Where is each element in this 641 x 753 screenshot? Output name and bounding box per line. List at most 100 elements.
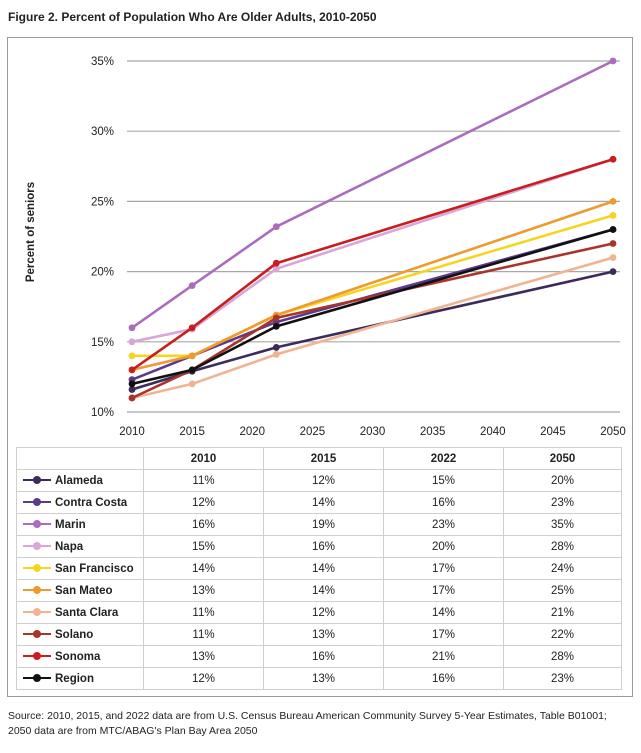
data-point <box>128 352 136 360</box>
table-row: Napa 15% 16% 20% 28% <box>16 535 622 558</box>
y-tick-label: 10% <box>91 407 114 419</box>
table-row: Sonoma 13% 16% 21% 28% <box>16 645 622 668</box>
table-row-label: Contra Costa <box>16 491 144 514</box>
table-cell: 11% <box>143 469 264 492</box>
y-tick-label: 25% <box>91 196 114 208</box>
x-tick-label: 2040 <box>480 426 506 438</box>
x-tick-label: 2030 <box>360 426 386 438</box>
series-line <box>130 270 615 391</box>
table-row: San Francisco 14% 14% 17% 24% <box>16 557 622 580</box>
table-cell: 15% <box>383 469 504 492</box>
legend-swatch <box>23 497 51 507</box>
series-line <box>130 158 615 344</box>
table-cell: 21% <box>503 601 622 624</box>
legend-swatch <box>23 541 51 551</box>
series-name: Napa <box>55 540 84 553</box>
data-point <box>272 259 280 267</box>
table-row: Santa Clara 11% 12% 14% 21% <box>16 601 622 624</box>
series-name: San Mateo <box>55 584 113 597</box>
table-cell: 23% <box>503 667 622 690</box>
data-point <box>188 324 196 332</box>
table-cell: 17% <box>383 557 504 580</box>
data-point <box>272 344 280 351</box>
x-tick-label: 2035 <box>420 426 446 438</box>
table-row-label: Napa <box>16 535 144 558</box>
series-name: San Francisco <box>55 562 134 575</box>
table-row-label: Alameda <box>16 469 144 492</box>
y-axis-ticks: 10% 15% 20% 25% 30% 35% <box>91 56 114 419</box>
x-tick-label: 2015 <box>179 426 205 438</box>
series-marin <box>128 57 617 332</box>
table-cell: 12% <box>143 491 264 514</box>
x-tick-label: 2045 <box>540 426 566 438</box>
x-axis-ticks: 2010 2015 2020 2025 2030 2035 2040 2045 2050 <box>119 426 626 438</box>
legend-swatch <box>23 651 51 661</box>
table-cell: 28% <box>503 645 622 668</box>
table-cell: 14% <box>143 557 264 580</box>
y-axis-label: Percent of seniors <box>25 181 37 283</box>
source-note: Source: 2010, 2015, and 2022 data are fr… <box>8 710 607 737</box>
series-line <box>130 200 615 372</box>
table-cell: 16% <box>263 645 384 668</box>
series-line <box>130 59 615 330</box>
series-name: Alameda <box>55 474 103 487</box>
column-header: 2022 <box>383 447 504 470</box>
data-point <box>272 223 280 231</box>
legend-swatch <box>23 475 51 485</box>
table-cell: 23% <box>503 491 622 514</box>
series-name: Sonoma <box>55 650 101 663</box>
table-cell: 19% <box>263 513 384 536</box>
table-cell: 22% <box>503 623 622 646</box>
table-cell: 14% <box>383 601 504 624</box>
data-point <box>609 268 617 275</box>
data-point <box>188 352 196 360</box>
table-cell: 13% <box>263 623 384 646</box>
data-point <box>609 212 617 219</box>
table-cell: 21% <box>383 645 504 668</box>
data-point <box>128 394 136 402</box>
data-point <box>188 380 196 388</box>
table-row-label: Sonoma <box>16 645 144 668</box>
data-point <box>128 338 136 346</box>
data-point <box>128 386 136 393</box>
series-name: Marin <box>55 518 86 531</box>
series-name: Solano <box>55 628 94 641</box>
series-lines <box>128 57 617 402</box>
series-name: Santa Clara <box>55 606 119 619</box>
table-cell: 15% <box>143 535 264 558</box>
legend-swatch <box>23 607 51 617</box>
series-line <box>130 256 615 400</box>
table-row: Solano 11% 13% 17% 22% <box>16 623 622 646</box>
table-header-row: 2010 2015 2022 2050 <box>16 447 622 470</box>
table-row-label: Region <box>16 667 144 690</box>
table-cell: 11% <box>143 623 264 646</box>
table-row: Region 12% 13% 16% 23% <box>16 667 622 690</box>
data-point <box>272 314 280 322</box>
x-tick-label: 2050 <box>600 426 626 438</box>
series-name: Contra Costa <box>55 496 128 509</box>
table-row-label: Marin <box>16 513 144 536</box>
column-header: 2050 <box>503 447 622 470</box>
series-solano <box>128 240 617 402</box>
table-row: Marin 16% 19% 23% 35% <box>16 513 622 536</box>
table-cell: 28% <box>503 535 622 558</box>
table-cell: 13% <box>263 667 384 690</box>
data-point <box>188 366 196 374</box>
table-cell: 24% <box>503 557 622 580</box>
data-point <box>128 380 136 388</box>
data-point <box>609 57 617 65</box>
table-cell: 35% <box>503 513 622 536</box>
table-cell: 14% <box>263 491 384 514</box>
y-tick-label: 35% <box>91 56 114 68</box>
legend-swatch <box>23 673 51 683</box>
series-sonoma <box>128 155 617 374</box>
table-cell: 16% <box>383 667 504 690</box>
series-santa-clara <box>128 254 617 402</box>
series-region <box>128 226 617 388</box>
data-point <box>272 351 280 358</box>
table-cell: 13% <box>143 579 264 602</box>
legend-swatch <box>23 585 51 595</box>
data-point <box>272 265 280 273</box>
series-line <box>130 228 615 382</box>
figure-title: Figure 2. Percent of Population Who Are … <box>8 10 377 24</box>
